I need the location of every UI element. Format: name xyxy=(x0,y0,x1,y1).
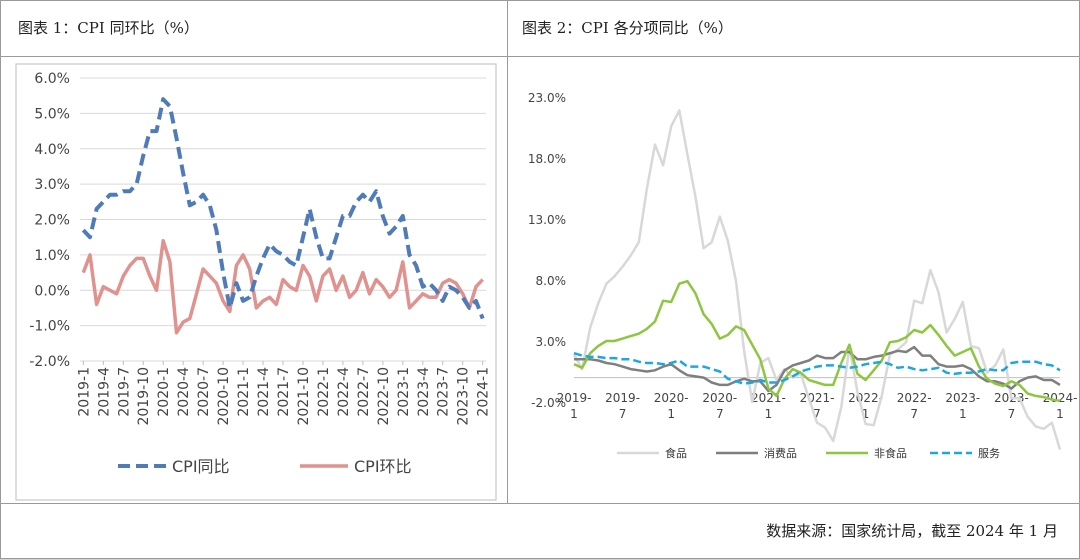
chart1-x-tick-label: 2019-10 xyxy=(136,367,152,426)
chart1-y-tick-label: 3.0% xyxy=(34,177,70,193)
chart1-y-tick-label: 6.0% xyxy=(34,71,70,87)
header-separator xyxy=(0,56,1080,57)
panel-divider xyxy=(507,0,508,503)
chart2-title: 图表 2：CPI 各分项同比（%） xyxy=(522,19,733,37)
chart1-y-tick-label: -1.0% xyxy=(29,319,70,335)
source-note: 数据来源：国家统计局，截至 2024 年 1 月 xyxy=(766,522,1058,540)
chart1-y-tick-label: 1.0% xyxy=(34,248,70,264)
chart1-x-tick-label: 2019-7 xyxy=(116,367,132,417)
chart1-title: 图表 1：CPI 同环比（%） xyxy=(18,19,199,37)
chart1-y-tick-label: -2.0% xyxy=(29,354,70,370)
chart1-x-tick-label: 2022-10 xyxy=(376,367,392,426)
chart1-x-tick-label: 2022-4 xyxy=(336,367,352,417)
chart1-y-tick-label: 0.0% xyxy=(34,283,70,299)
chart1-x-tick-label: 2021-7 xyxy=(276,367,292,417)
chart1-x-tick-label: 2020-4 xyxy=(176,367,192,417)
chart1-x-tick-label: 2021-1 xyxy=(236,367,252,417)
chart1-x-tick-label: 2022-7 xyxy=(356,367,372,417)
chart1-x-tick-label: 2020-10 xyxy=(216,367,232,426)
source-row: 数据来源：国家统计局，截至 2024 年 1 月 xyxy=(0,503,1080,559)
chart1-x-tick-label: 2020-1 xyxy=(156,367,172,417)
chart1-x-tick-label: 2023-10 xyxy=(456,367,472,426)
chart1-y-tick-label: 5.0% xyxy=(34,106,70,122)
chart1-legend-label: CPI环比 xyxy=(354,457,412,476)
chart1-x-tick-label: 2023-4 xyxy=(416,367,432,417)
chart1-series-line xyxy=(81,238,484,335)
chart1-x-tick-label: 2023-1 xyxy=(396,367,412,417)
chart1-x-tick-label: 2019-1 xyxy=(76,367,92,417)
chart1-x-tick-label: 2020-7 xyxy=(196,367,212,417)
chart1-x-tick-label: 2024-1 xyxy=(476,367,492,417)
chart1-y-tick-label: 2.0% xyxy=(34,213,70,229)
chart1-x-tick-label: 2021-10 xyxy=(296,367,312,426)
chart1-series-line xyxy=(81,97,485,320)
chart1-x-tick-label: 2021-4 xyxy=(256,367,272,417)
chart1-y-tick-label: 4.0% xyxy=(34,142,70,158)
chart1-x-tick-label: 2019-4 xyxy=(96,367,112,417)
chart1-x-tick-label: 2023-7 xyxy=(436,367,452,417)
chart1-legend-label: CPI同比 xyxy=(172,457,230,476)
chart1-x-tick-label: 2022-1 xyxy=(316,367,332,417)
